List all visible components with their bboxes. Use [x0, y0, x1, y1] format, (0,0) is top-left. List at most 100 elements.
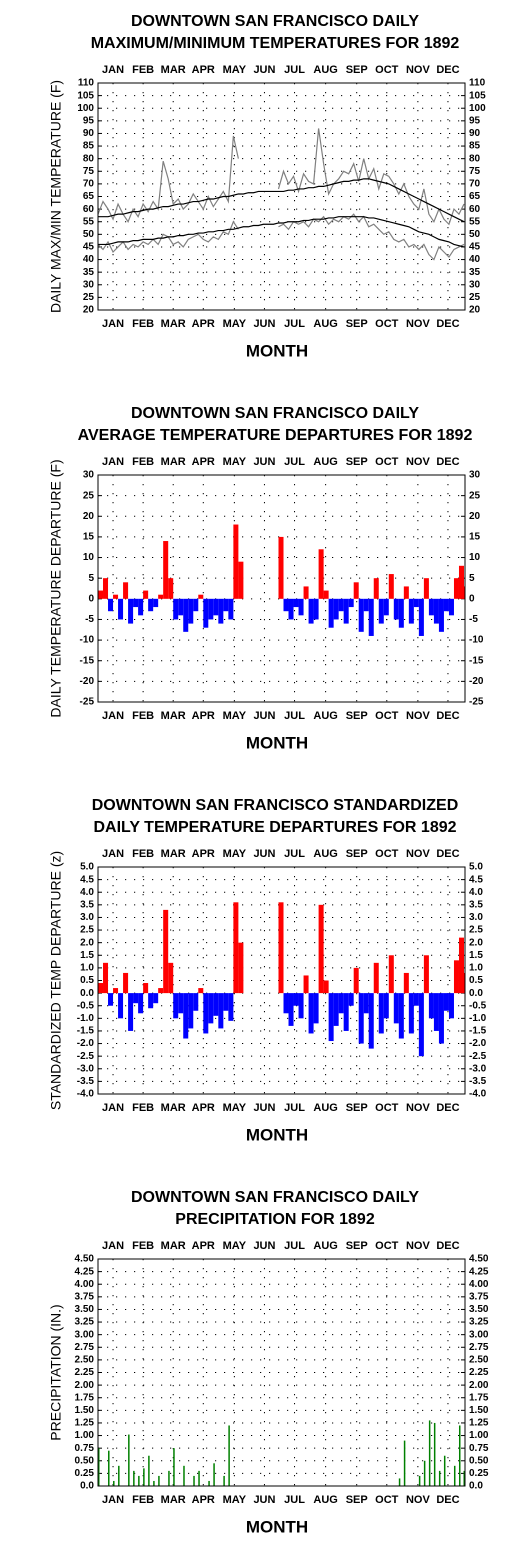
- y-tick-label-right: 50: [469, 229, 481, 240]
- month-label-bottom: OCT: [375, 710, 399, 722]
- y-tick-label-right: 2.25: [469, 1367, 489, 1378]
- chart: DOWNTOWN SAN FRANCISCO DAILY MAXIMUM/MINI…: [48, 13, 486, 360]
- bar: [133, 993, 139, 1004]
- bar: [318, 904, 324, 994]
- y-tick-label-right: 95: [469, 115, 481, 126]
- bar: [143, 590, 149, 599]
- y-tick-label-right: 2.50: [469, 1355, 489, 1366]
- y-tick-label-right: 30: [469, 470, 481, 481]
- bar: [303, 586, 309, 599]
- y-tick-label: 60: [83, 204, 95, 215]
- month-label-top: AUG: [313, 64, 337, 76]
- chart-title: AVERAGE TEMPERATURE DEPARTURES FOR 1892: [78, 427, 473, 444]
- month-label-bottom: JUN: [253, 1494, 275, 1506]
- y-tick-label-right: 0.25: [469, 1468, 489, 1479]
- month-label-top: NOV: [406, 1240, 431, 1252]
- bar: [283, 993, 289, 1014]
- x-axis-label: MONTH: [246, 341, 308, 360]
- month-label-bottom: JUN: [253, 710, 275, 722]
- y-tick-label-right: 4.50: [469, 1254, 489, 1265]
- month-label-bottom: SEP: [346, 1102, 368, 1114]
- bar: [173, 1448, 175, 1486]
- month-label-top: SEP: [346, 456, 368, 468]
- month-label-bottom: JUN: [253, 1102, 275, 1114]
- bar: [463, 1470, 465, 1486]
- y-tick-label-right: 3.75: [469, 1291, 489, 1302]
- bar: [433, 1422, 436, 1486]
- month-label-top: JUN: [253, 456, 275, 468]
- bar: [208, 993, 214, 1024]
- y-tick-label: -15: [80, 655, 95, 666]
- y-tick-label: 3.00: [75, 1329, 95, 1340]
- month-label-bottom: NOV: [406, 1494, 431, 1506]
- y-tick-label: 1.00: [75, 1430, 95, 1441]
- bar: [148, 993, 154, 1009]
- y-tick-label: 25: [83, 292, 95, 303]
- month-label-bottom: JAN: [102, 318, 124, 330]
- month-label-top: DEC: [436, 848, 459, 860]
- y-tick-label-right: -2.5: [469, 1051, 487, 1062]
- bar: [388, 955, 394, 994]
- bar: [113, 988, 119, 994]
- month-label-top: OCT: [375, 1240, 399, 1252]
- month-label-bottom: JAN: [102, 710, 124, 722]
- y-tick-label: 4.50: [75, 1254, 95, 1265]
- bar: [168, 1470, 170, 1486]
- bar: [193, 1475, 195, 1486]
- chart-title: DOWNTOWN SAN FRANCISCO DAILY: [131, 1189, 419, 1206]
- chart-title: PRECIPITATION FOR 1892: [175, 1211, 375, 1228]
- bar: [293, 993, 299, 1006]
- bar: [153, 1480, 155, 1486]
- bar: [378, 598, 384, 624]
- month-label-bottom: OCT: [375, 1102, 399, 1114]
- bar: [108, 598, 114, 612]
- y-tick-label: 3.50: [75, 1304, 95, 1315]
- bar: [423, 955, 429, 994]
- y-tick-label-right: 35: [469, 267, 481, 278]
- bar: [153, 598, 159, 608]
- bar: [383, 993, 389, 1019]
- bar: [323, 590, 329, 599]
- y-tick-label: 4.0: [80, 887, 94, 898]
- bar: [403, 972, 409, 994]
- y-tick-label: 40: [83, 254, 95, 265]
- y-tick-label: 1.25: [75, 1418, 95, 1429]
- month-label-top: AUG: [313, 456, 337, 468]
- y-tick-label-right: 45: [469, 242, 481, 253]
- bar: [288, 598, 294, 620]
- month-label-top: JAN: [102, 1240, 124, 1252]
- bar: [298, 993, 304, 1019]
- y-tick-label-right: 1.25: [469, 1418, 489, 1429]
- y-tick-label-right: 10: [469, 552, 481, 563]
- y-tick-label-right: 3.50: [469, 1304, 489, 1315]
- bar: [343, 993, 349, 1031]
- y-tick-label: 50: [83, 229, 95, 240]
- month-label-top: FEB: [132, 1240, 154, 1252]
- bar: [353, 582, 359, 599]
- y-tick-label-right: 2.75: [469, 1342, 489, 1353]
- chart: DOWNTOWN SAN FRANCISCO DAILY PRECIPITATIO…: [48, 1189, 489, 1536]
- month-label-top: NOV: [406, 456, 431, 468]
- bar: [98, 590, 104, 599]
- y-tick-label: 0.0: [80, 988, 94, 999]
- bar: [358, 598, 364, 632]
- y-tick-label-right: 4.25: [469, 1266, 489, 1277]
- y-tick-label-right: 3.0: [469, 912, 483, 923]
- bar: [118, 993, 124, 1019]
- y-tick-label: 2.25: [75, 1367, 95, 1378]
- bar: [208, 598, 214, 620]
- bar: [459, 586, 465, 599]
- bar: [108, 993, 114, 1006]
- y-tick-label: 1.50: [75, 1405, 95, 1416]
- month-label-top: JAN: [102, 64, 124, 76]
- month-label-top: OCT: [375, 64, 399, 76]
- y-tick-label-right: 1.00: [469, 1430, 489, 1441]
- y-tick-label: 85: [83, 141, 95, 152]
- bar: [288, 993, 294, 1026]
- bar: [433, 993, 439, 1031]
- month-label-top: MAY: [223, 848, 247, 860]
- y-tick-label-right: 20: [469, 511, 481, 522]
- bar: [398, 1478, 401, 1486]
- bar: [318, 549, 324, 599]
- bar: [223, 598, 229, 612]
